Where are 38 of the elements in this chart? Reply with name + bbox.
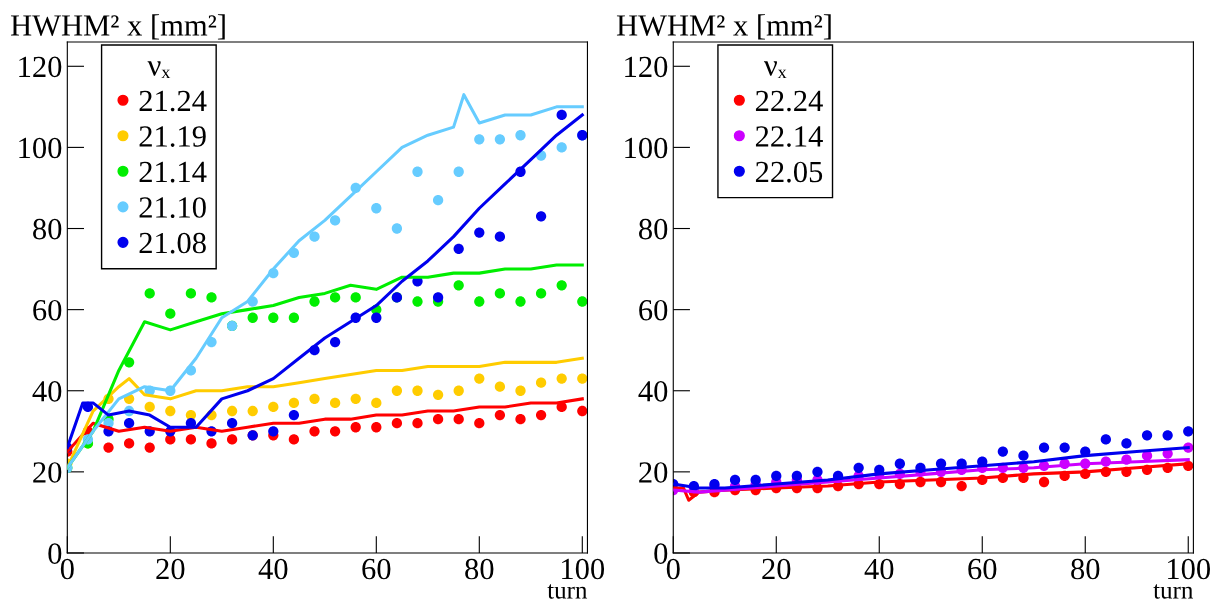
x-tick-label: 80 <box>465 558 494 580</box>
legend-label: 21.14 <box>139 161 207 183</box>
x-axis-title: turn <box>1153 584 1194 599</box>
y-tick-label: 60 <box>639 299 668 321</box>
legend-label: 22.05 <box>755 161 823 183</box>
legend-label: 22.14 <box>755 126 823 147</box>
y-tick-label: 120 <box>625 56 668 78</box>
y-tick-label: 0 <box>654 543 668 564</box>
x-tick-label: 60 <box>968 558 997 580</box>
y-tick-label: 60 <box>33 299 62 321</box>
y-tick-label: 80 <box>639 218 668 240</box>
y-tick-label: 100 <box>625 137 668 159</box>
legend-label: 21.10 <box>139 197 206 218</box>
legend-title: νₓ <box>763 61 787 79</box>
legend-title: νₓ <box>147 61 171 79</box>
x-tick-label: 100 <box>1168 558 1210 580</box>
x-tick-label: 20 <box>156 558 185 580</box>
y-tick-label: 100 <box>19 137 62 159</box>
y-tick-label: 20 <box>33 462 62 483</box>
y-axis-title: HWHM² x [mm²] <box>616 14 831 40</box>
legend-label: 21.19 <box>139 126 206 147</box>
x-tick-label: 100 <box>562 558 605 580</box>
y-tick-label: 80 <box>33 218 62 240</box>
y-tick-label: 40 <box>638 381 668 402</box>
x-tick-label: 80 <box>1071 558 1100 580</box>
y-tick-label: 20 <box>639 462 668 483</box>
x-tick-label: 40 <box>258 558 288 580</box>
x-tick-label: 20 <box>762 558 791 580</box>
y-axis-title: HWHM² x [mm²] <box>10 14 225 40</box>
x-tick-label: 60 <box>362 558 391 580</box>
x-axis-title: turn <box>547 584 588 599</box>
y-tick-label: 40 <box>32 381 62 402</box>
legend-label: 21.08 <box>139 232 206 254</box>
y-tick-label: 0 <box>48 543 62 564</box>
legend-label: 21.24 <box>139 90 207 112</box>
legend-label: 22.24 <box>755 90 823 112</box>
x-tick-label: 40 <box>864 558 894 580</box>
y-tick-label: 120 <box>19 56 62 78</box>
